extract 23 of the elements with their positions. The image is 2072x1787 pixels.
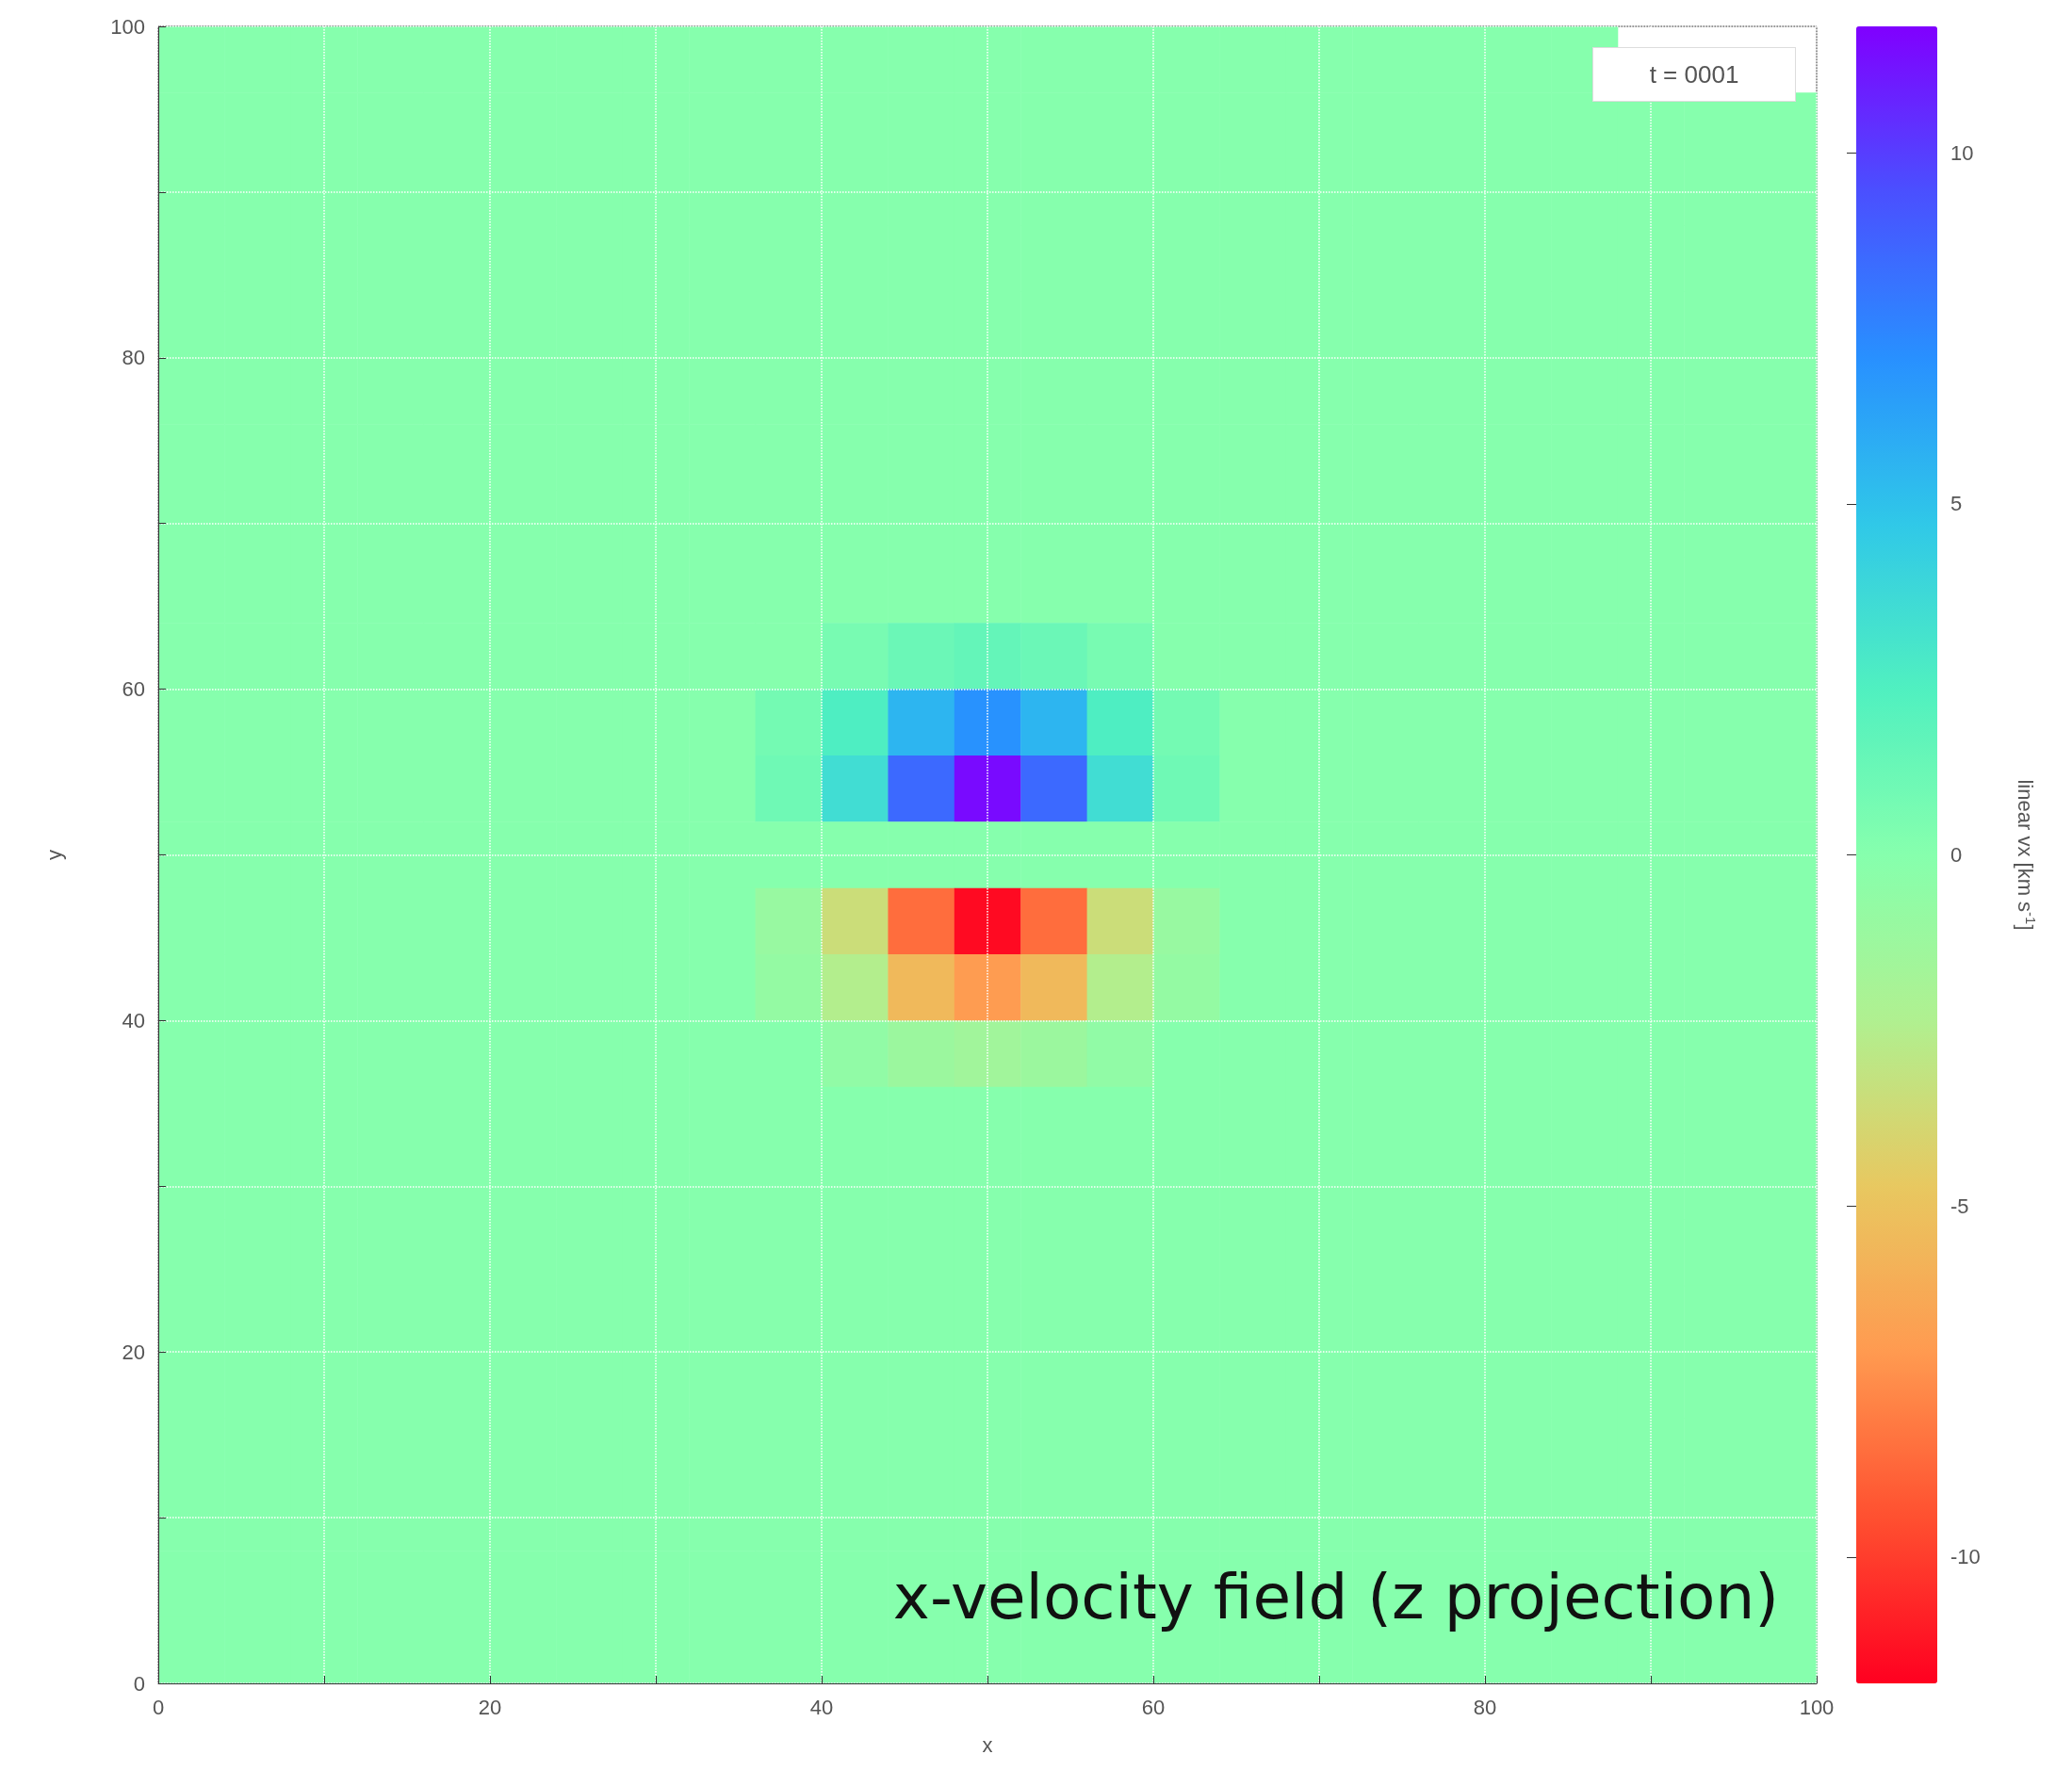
color-bar-title: linear vx [km s-1] xyxy=(2014,779,2039,931)
annotation: t = 0001 xyxy=(1648,60,1740,89)
color-bar-label: 10 xyxy=(1950,140,1974,165)
y-tick-label: 80 xyxy=(122,346,145,370)
color-bar-label: 0 xyxy=(1950,843,1963,867)
y-tick-label: 60 xyxy=(122,677,145,702)
x-tick-label: 60 xyxy=(1141,1695,1166,1719)
x-axis-title: x xyxy=(982,1732,993,1757)
text-box: t = 0001 xyxy=(1592,47,1796,102)
x-tick-label: 20 xyxy=(478,1695,502,1719)
y-tick-label: 20 xyxy=(122,1340,145,1364)
color-bar-label: -5 xyxy=(1950,1194,1969,1218)
x-tick-label: 80 xyxy=(1473,1695,1497,1719)
x-tick-label: 40 xyxy=(809,1695,834,1719)
color-bar-label: 5 xyxy=(1950,492,1963,516)
y-tick-label: 100 xyxy=(110,14,145,39)
y-tick-label: 40 xyxy=(122,1008,145,1032)
x-tick-label: 100 xyxy=(1799,1695,1835,1719)
y-axis-title: y xyxy=(41,850,66,860)
annotation: x-velocity field (z projection) xyxy=(892,1560,1779,1633)
y-tick-label: 0 xyxy=(133,1671,145,1696)
x-tick-label: 0 xyxy=(152,1695,165,1719)
color-bar-label: -10 xyxy=(1950,1545,1981,1569)
